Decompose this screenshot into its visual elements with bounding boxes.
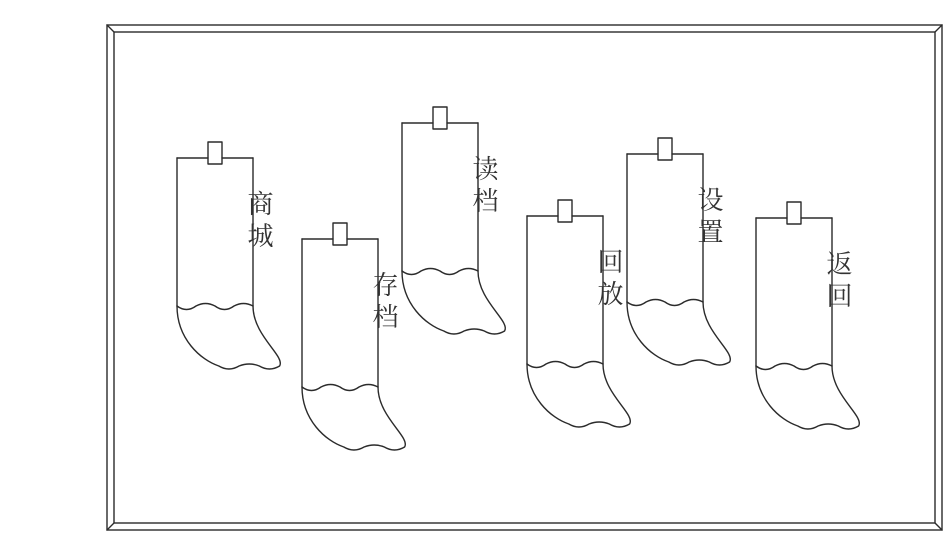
menu-tag-label: 返回 xyxy=(736,250,852,314)
menu-tag-label: 读档 xyxy=(382,155,498,219)
menu-tag-label: 商城 xyxy=(157,190,273,254)
menu-tag-label: 存档 xyxy=(282,271,398,335)
menu-tag-save[interactable]: 存档 xyxy=(298,223,414,457)
menu-tag-back[interactable]: 返回 xyxy=(752,202,868,436)
menu-tag-load[interactable]: 读档 xyxy=(398,107,514,341)
menu-tag-shop[interactable]: 商城 xyxy=(173,142,289,376)
menu-panel: 商城存档读档回放设置返回 xyxy=(0,0,950,533)
menu-tag-settings[interactable]: 设置 xyxy=(623,138,739,372)
menu-tag-label: 设置 xyxy=(607,186,723,250)
menu-tag-label: 回放 xyxy=(507,248,623,312)
